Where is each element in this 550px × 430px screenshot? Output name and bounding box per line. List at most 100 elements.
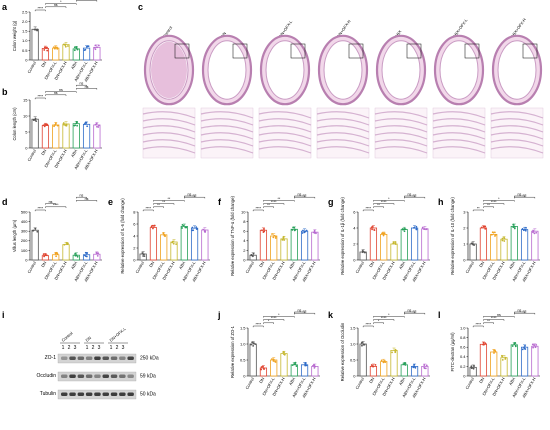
lane-number: 2 bbox=[68, 345, 71, 351]
data-point bbox=[533, 344, 536, 347]
significance-bracket bbox=[373, 206, 384, 208]
zoom-box bbox=[464, 43, 480, 59]
tissue-stripe bbox=[258, 118, 312, 126]
data-point bbox=[45, 254, 48, 257]
data-point bbox=[261, 229, 263, 232]
y-tick-label: 100 bbox=[21, 248, 28, 253]
significance-label: ns bbox=[413, 194, 417, 198]
data-point bbox=[473, 365, 476, 367]
blot-band bbox=[119, 392, 126, 396]
x-tick-label: Control bbox=[26, 60, 37, 74]
significance-bracket bbox=[373, 316, 405, 318]
protein-label: Tubulin bbox=[40, 391, 56, 397]
significance-label: **** bbox=[381, 316, 387, 320]
data-point bbox=[403, 227, 406, 230]
y-tick-label: 0 bbox=[463, 257, 466, 262]
chart-h: 0 1 2 3 Relative expression of IL-10 (fold c… bbox=[450, 192, 540, 283]
data-point bbox=[63, 123, 65, 126]
x-tick-label: Control bbox=[134, 260, 145, 274]
bar-Control bbox=[249, 343, 257, 377]
data-point bbox=[504, 356, 507, 359]
data-point bbox=[493, 352, 495, 354]
significance-label: ** bbox=[487, 203, 490, 207]
data-point bbox=[55, 251, 58, 254]
bar-ABX+OFX-H bbox=[531, 345, 539, 377]
data-point bbox=[312, 231, 315, 234]
significance-bracket bbox=[153, 206, 164, 208]
bar-ABX+OFX-H bbox=[93, 253, 101, 261]
significance-bracket bbox=[34, 97, 46, 100]
significance-bracket bbox=[514, 195, 525, 198]
significance-bracket bbox=[45, 203, 56, 205]
panel-letter-g: g bbox=[328, 197, 334, 207]
data-point bbox=[363, 251, 366, 254]
tissue-stripe bbox=[316, 118, 370, 126]
data-point bbox=[274, 360, 276, 363]
bar-ABX bbox=[72, 123, 80, 149]
significance-bracket bbox=[373, 319, 395, 321]
significance-bracket bbox=[263, 200, 295, 202]
bar-DN+OFX-L bbox=[380, 233, 388, 261]
bar-DN+OFX-L bbox=[52, 124, 60, 149]
y-tick-label: 5 bbox=[25, 129, 28, 134]
y-axis-label: Relative expression of IL-6 (fold change… bbox=[120, 198, 125, 274]
x-tick-label: DN bbox=[478, 376, 485, 384]
significance-bracket bbox=[76, 88, 98, 90]
y-axis-label: Colon weight (g) bbox=[12, 20, 17, 51]
bar-DN+OFX-H bbox=[500, 238, 508, 261]
bar-ABX+OFX-L bbox=[410, 227, 419, 261]
data-point bbox=[53, 125, 55, 128]
significance-bracket bbox=[404, 311, 415, 314]
significance-label: * bbox=[498, 197, 500, 201]
data-point bbox=[64, 45, 67, 48]
data-point bbox=[391, 351, 393, 354]
data-point bbox=[43, 255, 46, 258]
y-axis-label: Relative expression of IL-10 (fold chang… bbox=[450, 197, 455, 275]
data-point bbox=[260, 368, 263, 371]
y-tick-label: 1.0 bbox=[350, 341, 356, 346]
significance-bracket bbox=[362, 325, 374, 328]
data-point bbox=[67, 45, 69, 47]
bar-DN+OFX-H bbox=[280, 353, 288, 377]
x-tick-label: DN bbox=[368, 260, 375, 268]
significance-bracket bbox=[184, 195, 195, 198]
blot-band bbox=[94, 356, 101, 360]
y-tick-label: 400 bbox=[21, 219, 28, 224]
significance-bracket bbox=[45, 6, 67, 8]
blot-band bbox=[69, 374, 76, 378]
bar-ABX bbox=[180, 225, 188, 261]
bar-ABX+OFX-H bbox=[311, 231, 319, 261]
significance-label: ns bbox=[49, 200, 53, 204]
data-point bbox=[394, 350, 397, 352]
data-point bbox=[97, 124, 100, 127]
chart-a: 0 0.5 1.0 1.5 2.0 2.5 Colon weight (g) Control D… bbox=[12, 0, 102, 83]
data-point bbox=[533, 232, 536, 235]
data-point bbox=[33, 28, 36, 31]
significance-bracket bbox=[153, 203, 175, 205]
blot-band bbox=[119, 374, 126, 378]
significance-bracket bbox=[252, 209, 264, 212]
x-tick-label: ABX bbox=[70, 260, 78, 270]
data-point bbox=[76, 48, 79, 51]
data-point bbox=[36, 230, 39, 233]
data-point bbox=[74, 252, 77, 255]
significance-label: ns bbox=[523, 194, 527, 198]
tissue-stripe bbox=[490, 111, 544, 119]
bar-DN+OFX-L bbox=[490, 351, 498, 377]
tissue-stripe bbox=[316, 111, 370, 119]
significance-label: * bbox=[60, 0, 62, 4]
tissue-stripe bbox=[316, 139, 370, 147]
data-point bbox=[73, 46, 76, 49]
data-point bbox=[513, 225, 516, 228]
data-point bbox=[383, 232, 386, 235]
significance-bracket bbox=[483, 322, 494, 324]
data-point bbox=[501, 237, 504, 240]
data-point bbox=[535, 343, 538, 346]
blot-band bbox=[110, 356, 118, 360]
lane-number: 3 bbox=[98, 345, 101, 351]
band-size-label: 50 kDa bbox=[140, 392, 156, 398]
blot-band bbox=[85, 356, 93, 360]
significance-label: **** bbox=[365, 206, 371, 210]
tissue-stripe bbox=[374, 118, 428, 126]
y-tick-label: 8 bbox=[243, 219, 246, 224]
